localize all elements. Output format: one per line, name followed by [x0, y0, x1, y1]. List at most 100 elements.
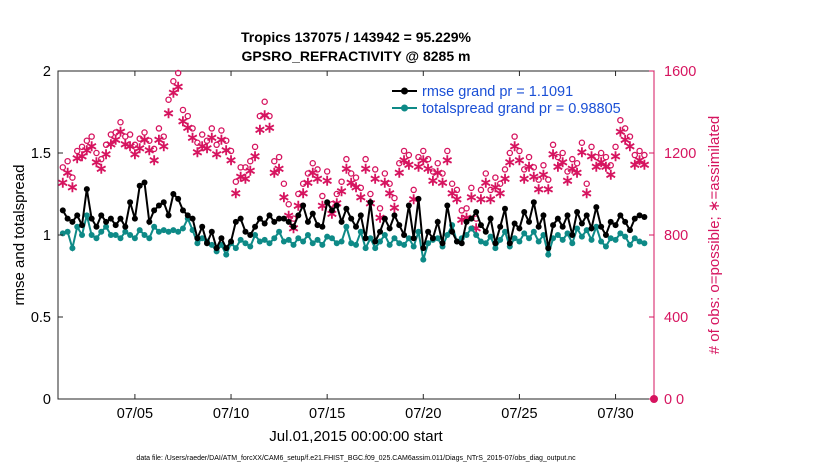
rmse-point — [309, 210, 316, 217]
rmse-point — [516, 225, 523, 232]
totalspread-point — [127, 232, 134, 238]
obs-possible-point — [83, 137, 91, 144]
obs-possible-point — [583, 180, 590, 187]
obs-assimilated-point: ∗ — [475, 191, 488, 208]
rmse-point — [593, 204, 600, 211]
obs-assimilated-point: ∗ — [249, 148, 262, 165]
rmse-point — [415, 195, 422, 202]
rmse-point — [165, 212, 172, 219]
rmse-point — [319, 223, 326, 230]
rmse-point — [199, 223, 206, 230]
rmse-point — [554, 215, 561, 222]
totalspread-point — [391, 235, 398, 242]
rmse-point — [107, 215, 114, 222]
totalspread-point — [112, 232, 119, 238]
obs-possible-point — [338, 178, 345, 185]
legend-spread-marker — [401, 104, 408, 112]
totalspread-point — [199, 235, 206, 242]
obs-assimilated-point: ∗ — [105, 136, 118, 153]
obs-possible-point — [112, 129, 119, 136]
totalspread-point — [261, 236, 268, 243]
rmse-point — [146, 218, 153, 225]
obs-assimilated-point: ∗ — [148, 152, 161, 169]
rmse-point — [280, 215, 287, 222]
rmse-point — [357, 212, 364, 219]
obs-possible-point — [506, 149, 514, 157]
rmse-point — [194, 235, 201, 242]
totalspread-point — [497, 236, 504, 243]
zero-obs-label: 0 — [676, 392, 684, 408]
obs-possible-point — [569, 155, 576, 163]
rmse-point — [136, 182, 143, 189]
rmse-point — [588, 225, 595, 232]
obs-possible-point — [242, 164, 249, 171]
rmse-point — [377, 228, 384, 235]
rmse-point — [353, 223, 359, 230]
obs-possible-point — [64, 157, 71, 165]
totalspread-point — [170, 227, 177, 234]
rmse-point — [184, 212, 191, 219]
obs-possible-point — [525, 153, 533, 161]
totalspread-point — [554, 232, 561, 238]
totalspread-point — [333, 240, 340, 247]
totalspread-point — [396, 240, 403, 247]
totalspread-point — [405, 235, 412, 242]
obs-assimilated-point: ∗ — [129, 146, 142, 163]
rmse-point — [261, 220, 268, 227]
rmse-point — [569, 232, 576, 238]
totalspread-point — [64, 228, 71, 235]
rmse-point — [617, 212, 624, 219]
rmse-point — [285, 218, 292, 225]
rmse-point — [391, 212, 398, 219]
obs-assimilated-point: ∗ — [100, 146, 113, 163]
obs-possible-point — [271, 157, 278, 165]
rmse-point — [598, 223, 605, 230]
rmse-point — [175, 195, 182, 202]
rmse-point — [420, 245, 427, 252]
obs-possible-point — [477, 186, 485, 194]
rmse-point — [607, 218, 614, 225]
obs-assimilated-point: ∗ — [576, 144, 589, 161]
rmse-point — [117, 215, 124, 222]
obs-possible-point — [578, 139, 586, 146]
rmse-point — [314, 222, 321, 229]
obs-assimilated-point: ∗ — [552, 158, 565, 175]
rmse-point — [103, 218, 110, 225]
obs-assimilated-point: ∗ — [446, 185, 459, 202]
rmse-point — [295, 212, 302, 219]
obs-possible-point — [78, 143, 86, 151]
rmse-point — [247, 232, 254, 238]
obs-possible-point — [439, 170, 446, 177]
obs-assimilated-point: ∗ — [340, 160, 353, 177]
obs-possible-point — [247, 157, 254, 165]
obs-possible-point — [141, 129, 148, 136]
obs-assimilated-point: ∗ — [225, 152, 238, 169]
obs-assimilated-point: ∗ — [619, 132, 632, 149]
obs-possible-point — [98, 155, 105, 163]
totalspread-point — [530, 228, 537, 235]
obs-possible-point — [391, 194, 398, 202]
rmse-point — [429, 235, 436, 242]
rmse-point — [550, 222, 557, 229]
rmse-point — [492, 240, 499, 247]
obs-assimilated-point: ∗ — [412, 158, 425, 175]
totalspread-point — [626, 241, 633, 248]
y-tick-label-left: 1.5 — [31, 146, 51, 162]
totalspread-point — [165, 228, 172, 235]
rmse-point — [112, 222, 119, 229]
totalspread-point — [122, 228, 129, 235]
obs-possible-point — [131, 141, 139, 149]
obs-possible-point — [540, 162, 547, 169]
rmse-point — [631, 215, 638, 222]
totalspread-point — [367, 235, 374, 242]
obs-possible-point — [420, 147, 427, 155]
obs-possible-point — [73, 147, 81, 155]
totalspread-point — [107, 232, 114, 238]
totalspread-point — [535, 238, 542, 245]
obs-possible-point — [222, 137, 230, 144]
rmse-point — [179, 207, 186, 214]
obs-possible-point — [453, 186, 461, 194]
obs-possible-point — [410, 186, 417, 194]
obs-possible-point — [174, 69, 182, 77]
obs-assimilated-point: ∗ — [114, 123, 127, 140]
